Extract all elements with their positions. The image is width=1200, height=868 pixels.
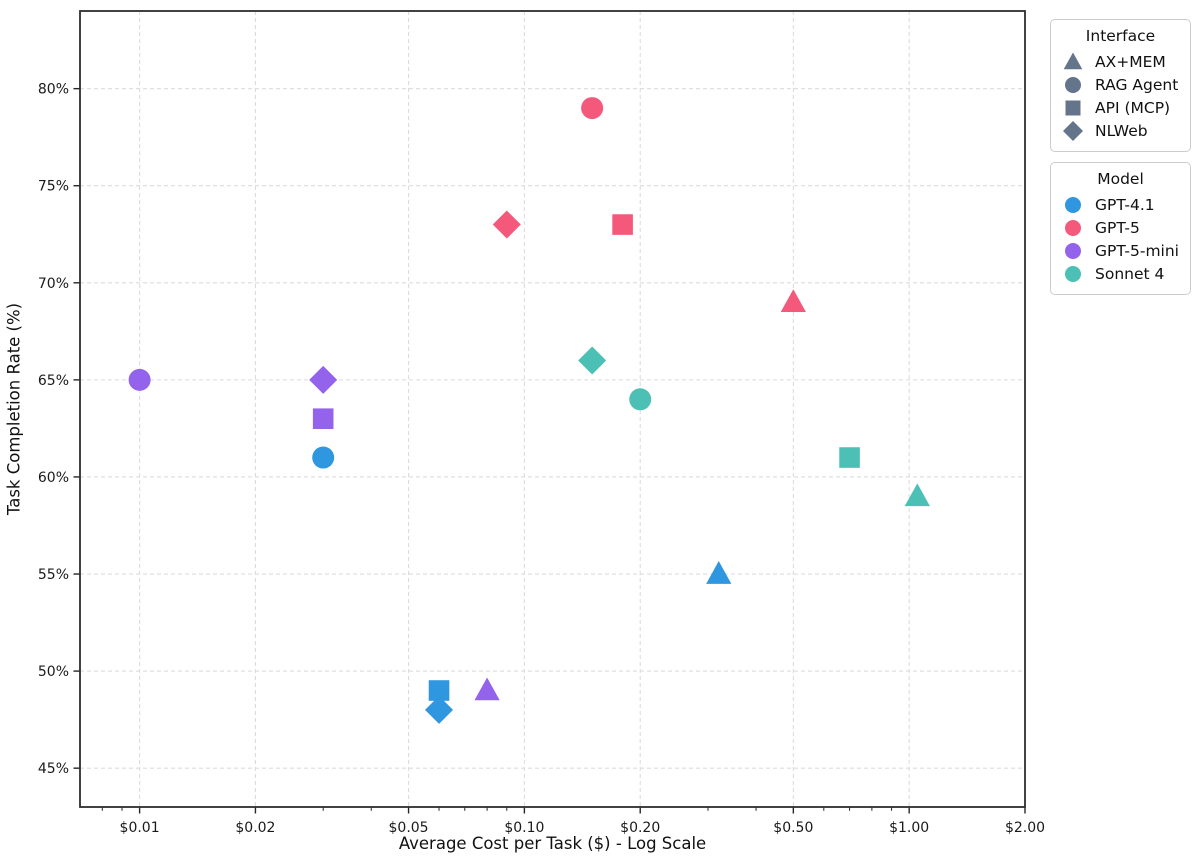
data-points [128,97,930,724]
legend-model: Model GPT-4.1 GPT-5 GPT-5-mini Sonnet 4 [1050,162,1191,295]
circle-icon [1065,265,1081,282]
triangle-icon [1063,52,1083,69]
data-point-gpt-5-api-mcp- [612,214,633,235]
diamond-icon [1063,120,1083,141]
data-point-sonnet-4-api-mcp- [839,447,860,468]
circle-icon [1065,242,1081,259]
y-tick-label: 65% [38,373,69,389]
legend-marker [1060,75,1086,95]
data-point-gpt-4-1-nlweb [425,695,454,724]
data-point-gpt-4-1-api-mcp- [428,680,450,701]
legend-item-label: GPT-5-mini [1095,241,1179,260]
legend-item-label: AX+MEM [1095,52,1166,71]
legend-interface: Interface AX+MEM RAG Agent API (MCP) NLWeb [1050,19,1191,152]
x-tick-label: $1.00 [889,820,929,836]
circle-icon [1065,196,1081,213]
y-tick-label: 75% [38,179,69,195]
data-point-gpt-5-ax-mem [780,289,806,313]
x-tick-label: $0.50 [773,820,813,836]
x-tick-label: $0.02 [235,820,275,836]
data-point-gpt-4-1-rag-agent [312,446,335,469]
legend-item-gpt-4-1: GPT-4.1 [1060,193,1181,216]
y-tick-label: 50% [38,664,69,680]
legend-item-rag-agent: RAG Agent [1060,73,1181,96]
legend-model-title: Model [1097,170,1144,188]
plot-border [79,10,1026,808]
data-point-gpt-5-mini-ax-mem [474,677,500,701]
y-tick-label: 45% [38,761,69,777]
data-point-sonnet-4-ax-mem [904,483,930,507]
data-point-gpt-5-rag-agent [581,97,604,120]
x-tick-label: $0.20 [620,820,660,836]
data-point-gpt-5-mini-rag-agent [128,368,151,391]
legend-item-sonnet-4: Sonnet 4 [1060,262,1181,285]
data-point-gpt-5-nlweb [492,210,521,239]
circle-icon [1065,219,1081,236]
legend-item-label: NLWeb [1095,121,1148,140]
legend-item-gpt-5-mini: GPT-5-mini [1060,239,1181,262]
data-point-gpt-5-mini-api-mcp- [312,408,334,430]
legend-item-gpt-5: GPT-5 [1060,216,1181,239]
y-tick-label: 60% [38,470,69,486]
legend-item-label: API (MCP) [1095,98,1171,117]
data-point-gpt-4-1-ax-mem [706,561,732,584]
y-axis-label: Task Completion Rate (%) [4,302,24,516]
circle-icon [1065,76,1081,93]
x-tick-label: $0.10 [504,820,544,836]
legend-interface-title: Interface [1085,27,1156,45]
legend-item-label: Sonnet 4 [1095,264,1165,283]
x-tick-label: $0.05 [389,820,429,836]
legend-marker [1060,241,1086,261]
y-tick-label: 55% [38,567,69,583]
legend-item-nlweb: NLWeb [1060,119,1181,142]
legend-item-api-mcp-: API (MCP) [1060,96,1181,119]
square-icon [1065,100,1081,115]
data-point-sonnet-4-rag-agent [629,388,652,411]
legend-marker [1060,120,1086,141]
legend-marker [1060,52,1086,72]
data-point-sonnet-4-nlweb [578,346,607,375]
legend-marker [1060,195,1086,215]
legend-item-ax-mem: AX+MEM [1060,50,1181,73]
x-tick-label: $0.01 [120,820,160,836]
legend-marker [1060,98,1086,118]
y-tick-label: 70% [38,276,69,292]
legend-item-label: GPT-4.1 [1095,195,1155,214]
y-tick-label: 80% [38,82,69,98]
legend-marker [1060,218,1086,238]
x-tick-label: $2.00 [1005,820,1045,836]
x-axis-label: Average Cost per Task ($) - Log Scale [398,834,707,853]
legend-item-label: GPT-5 [1095,218,1140,237]
legend-item-label: RAG Agent [1095,75,1179,94]
data-point-gpt-5-mini-nlweb [309,365,338,394]
legend-marker [1060,264,1086,284]
